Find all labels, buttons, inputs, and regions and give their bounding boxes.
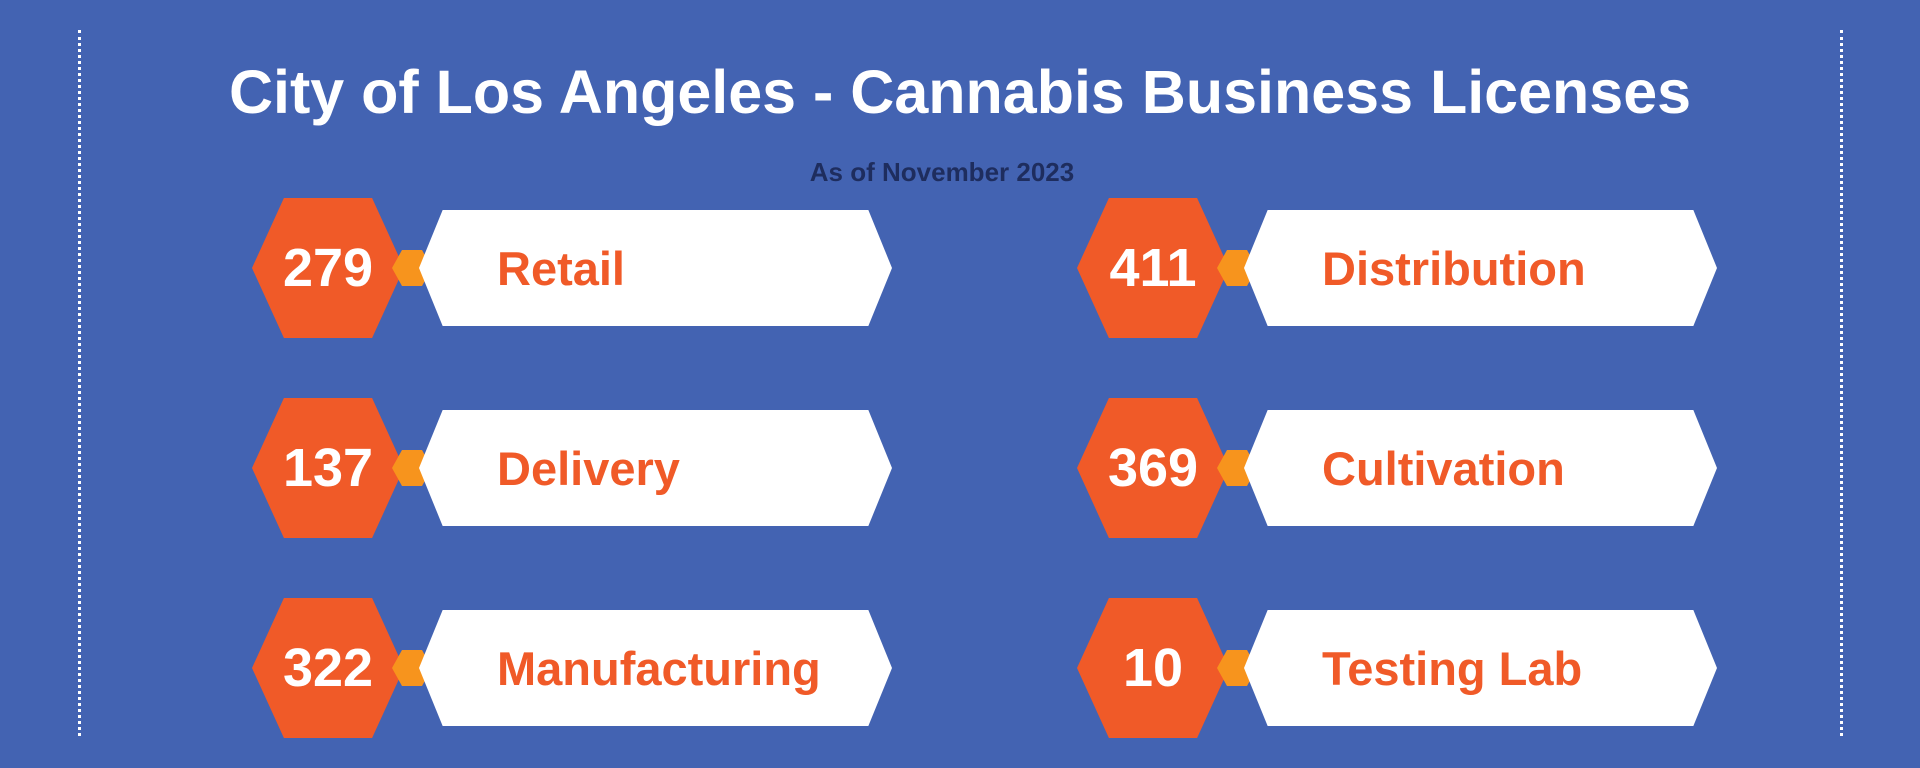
license-category: Delivery	[497, 441, 680, 495]
left-dotted-divider	[78, 30, 81, 736]
label-box	[1244, 410, 1717, 526]
page-subtitle: As of November 2023	[809, 157, 1075, 187]
label-box	[419, 610, 892, 726]
license-category: Manufacturing	[497, 641, 821, 695]
license-count: 279	[282, 238, 374, 298]
license-category: Retail	[497, 241, 625, 295]
label-box	[1244, 610, 1717, 726]
license-count: 369	[1107, 438, 1199, 498]
count-hexagon: 10	[1077, 598, 1229, 738]
label-box	[419, 410, 892, 526]
page-title: City of Los Angeles - Cannabis Business …	[228, 58, 1692, 126]
label-box	[1244, 210, 1717, 326]
count-hexagon: 411	[1077, 198, 1229, 338]
license-card-manufacturing: 322 Manufacturing	[252, 598, 892, 738]
license-count: 10	[1122, 638, 1184, 698]
license-count: 137	[282, 438, 374, 498]
license-count: 322	[282, 638, 374, 698]
license-card-cultivation: 369 Cultivation	[1077, 398, 1717, 538]
count-hexagon: 369	[1077, 398, 1229, 538]
count-hexagon: 137	[252, 398, 404, 538]
license-count: 411	[1109, 238, 1197, 298]
license-card-delivery: 137 Delivery	[252, 398, 892, 538]
license-category: Cultivation	[1322, 441, 1565, 495]
license-category: Testing Lab	[1322, 641, 1583, 695]
license-card-retail: 279 Retail	[252, 198, 892, 338]
right-dotted-divider	[1840, 30, 1843, 736]
label-box	[419, 210, 892, 326]
count-hexagon: 279	[252, 198, 404, 338]
license-card-distribution: 411 Distribution	[1077, 198, 1717, 338]
license-category: Distribution	[1322, 241, 1586, 295]
license-card-testing-lab: 10 Testing Lab	[1077, 598, 1717, 738]
count-hexagon: 322	[252, 598, 404, 738]
